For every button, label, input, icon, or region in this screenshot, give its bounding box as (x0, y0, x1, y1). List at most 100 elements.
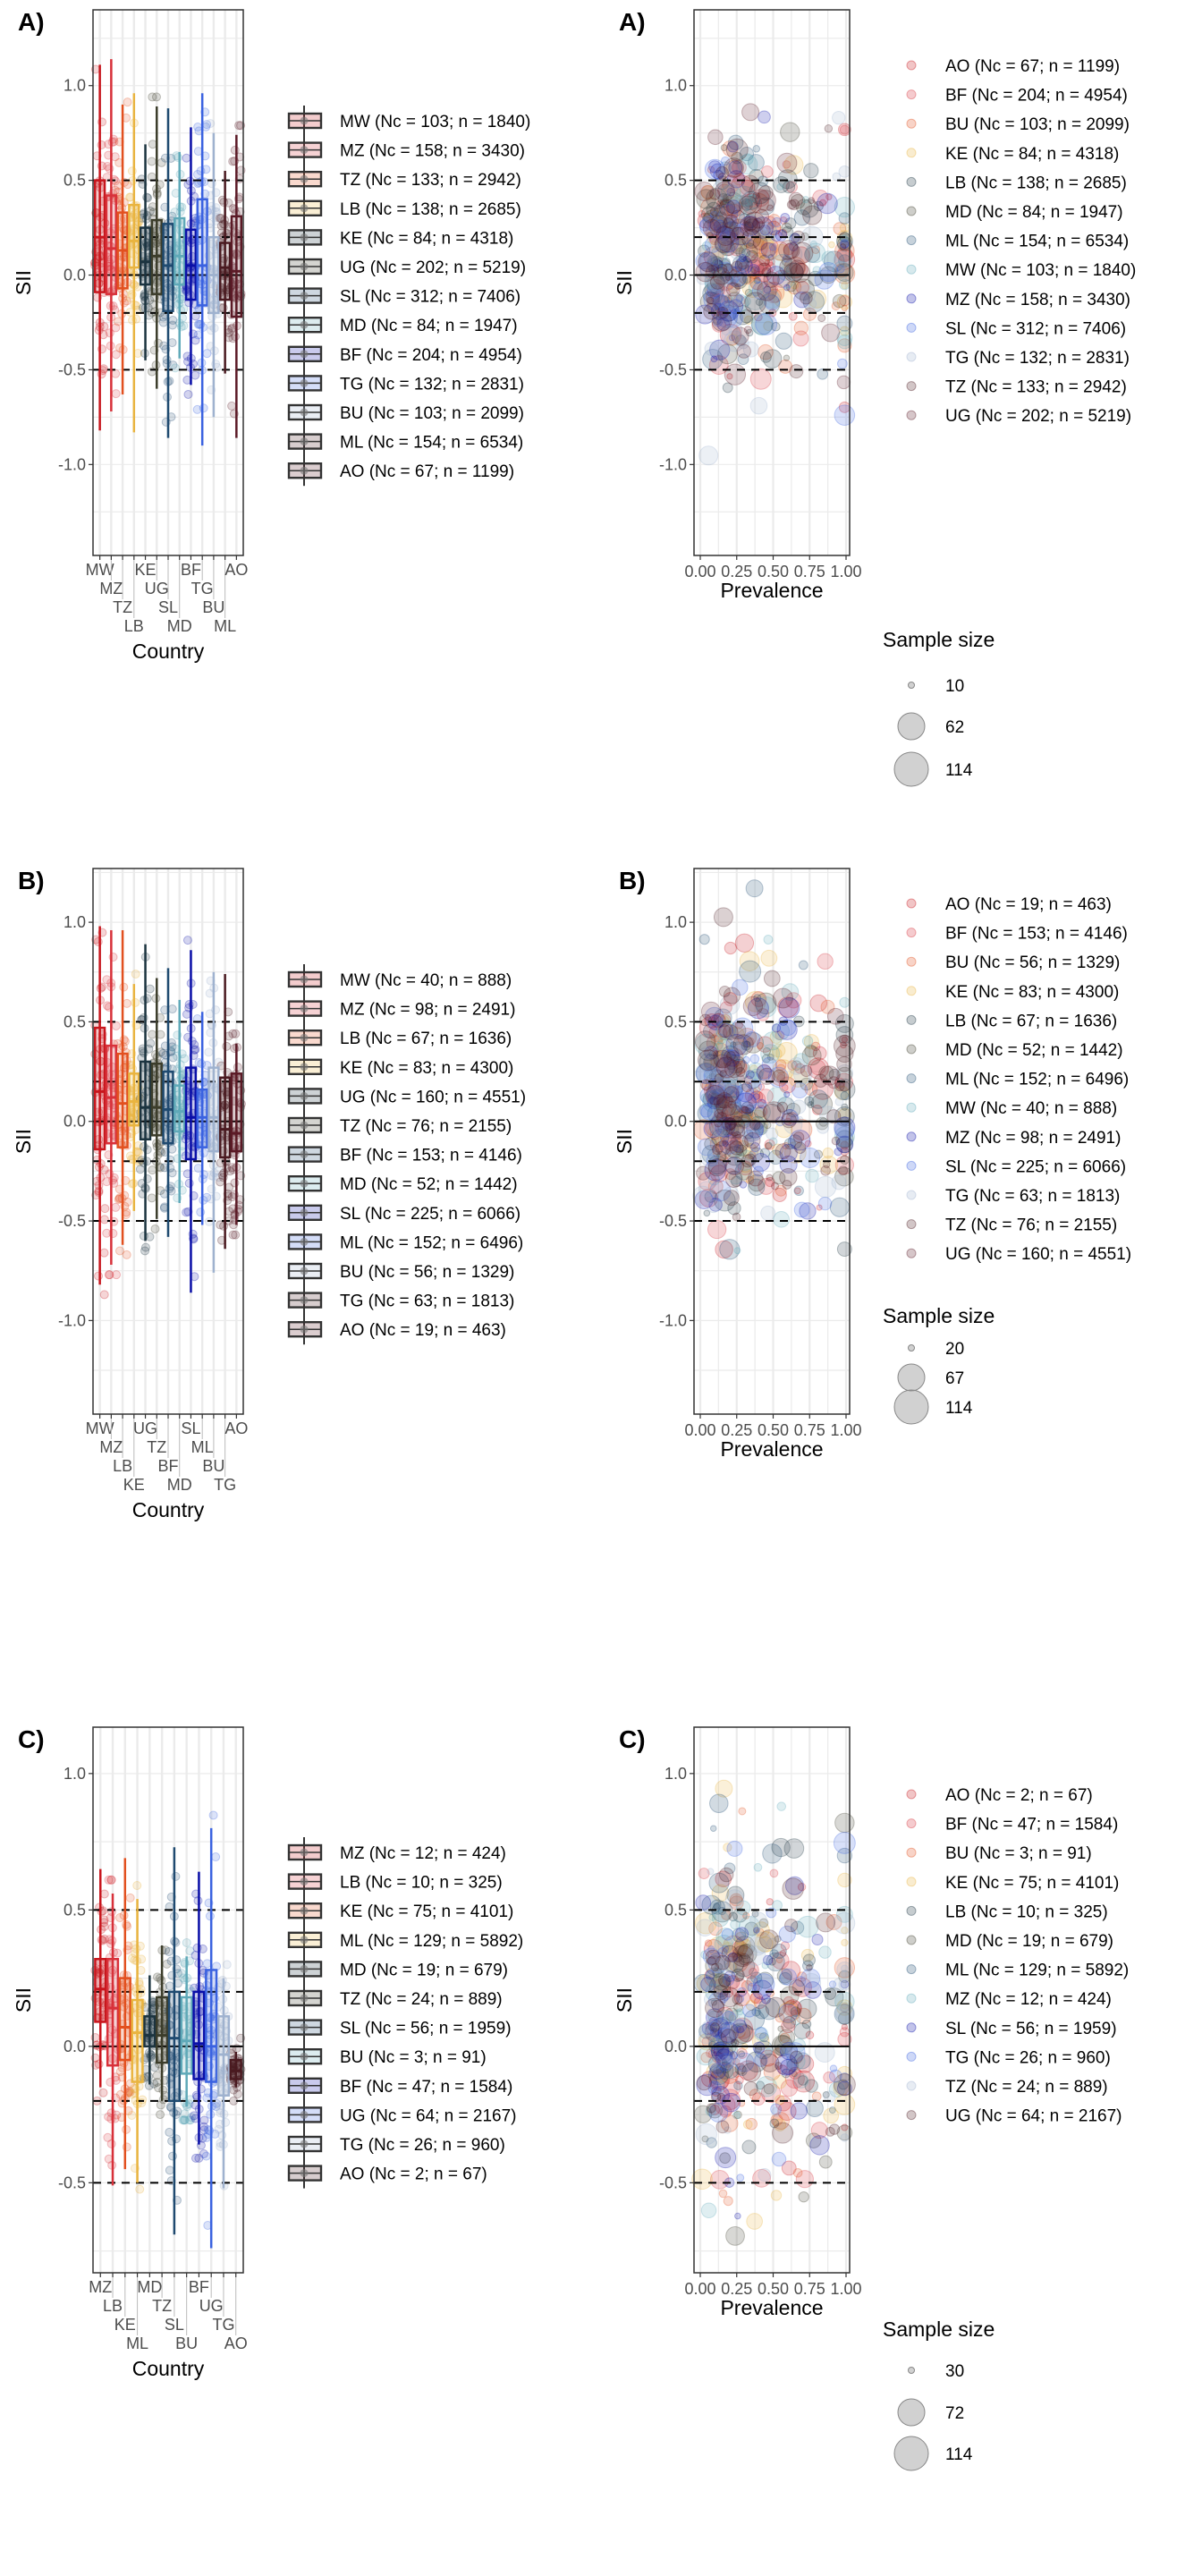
x-tick-label: TZ (152, 2297, 172, 2315)
y-tick-label: 0.0 (63, 2038, 86, 2055)
y-tick-label: 1.0 (664, 913, 687, 931)
legend-item: SL (Nc = 56; n = 1959) (287, 2012, 512, 2043)
legend-key-point (300, 2081, 309, 2090)
legend-item: MD (Nc = 52; n = 1442) (287, 1168, 518, 1199)
bubble-point (753, 1862, 763, 1872)
legend-label: SL (Nc = 312; n = 7406) (340, 288, 521, 307)
y-tick-label: 1.0 (63, 913, 86, 931)
legend: AO (Nc = 2; n = 67) BF (Nc = 47; n = 1584… (906, 1786, 1129, 2126)
legend-label: KE (Nc = 75; n = 4101) (945, 1874, 1119, 1893)
legend-item: ML (Nc = 129; n = 5892) (906, 1962, 1129, 1980)
bubble-point (771, 1023, 782, 1033)
jitter-point (111, 1202, 121, 1212)
y-axis-title: SII (12, 1129, 35, 1154)
legend-label: MZ (Nc = 12; n = 424) (945, 1990, 1112, 2009)
legend-key-point (300, 1267, 309, 1275)
legend-key-point (906, 89, 917, 100)
box-lb (106, 1958, 120, 2067)
legend-item: TG (Nc = 132; n = 2831) (287, 368, 524, 399)
bubble-point (715, 181, 735, 202)
bubble-point (833, 1911, 856, 1935)
bubble-point (798, 960, 808, 970)
bubble-point (821, 323, 841, 343)
legend-item: TG (Nc = 26; n = 960) (287, 2129, 505, 2159)
legend-label: MD (Nc = 52; n = 1442) (945, 1041, 1123, 1060)
size-legend-title: Sample size (883, 2318, 995, 2341)
box-bf (192, 1990, 206, 2080)
size-legend-title: Sample size (883, 628, 995, 651)
bubble-point (831, 1136, 841, 1146)
legend-item: MD (Nc = 84; n = 1947) (906, 203, 1123, 222)
size-legend-label: 10 (945, 677, 964, 696)
legend-key-point (906, 928, 917, 938)
legend-item: BF (Nc = 153; n = 4146) (906, 925, 1128, 944)
legend-label: ML (Nc = 152; n = 6496) (340, 1233, 523, 1252)
bubble-point (724, 363, 747, 386)
jitter-point (127, 316, 137, 326)
legend: AO (Nc = 19; n = 463) BF (Nc = 153; n = 4… (906, 895, 1131, 1264)
legend-item: MD (Nc = 52; n = 1442) (906, 1041, 1123, 1060)
x-tick-label: 0.50 (758, 1421, 789, 1439)
bubble-point (749, 396, 768, 415)
bubble-point (835, 2004, 854, 2023)
bubble-point (732, 2111, 741, 2120)
size-legend-label: 114 (945, 1399, 973, 1418)
legend-item: MZ (Nc = 98; n = 2491) (906, 1129, 1121, 1148)
box-ug (139, 1060, 152, 1141)
panel-label: B) (619, 867, 646, 894)
bubble-point (694, 1030, 716, 1052)
bubble-point (709, 207, 719, 216)
bubble-point (772, 987, 793, 1009)
bubble-point (805, 1168, 819, 1183)
legend-label: TZ (Nc = 133; n = 2942) (945, 378, 1127, 397)
legend-key-point (906, 381, 917, 392)
legend-label: SL (Nc = 225; n = 6066) (945, 1157, 1126, 1176)
size-legend-bubble (893, 1389, 929, 1425)
bubble-point (762, 1843, 783, 1864)
scatter-panel-c: C) -0.5 0.0 0.5 1.0 0.00 0.25 0.50 0.75 1.00 Preva… (613, 1725, 1129, 2471)
x-tick-label: BF (157, 1457, 178, 1475)
bubble-point (742, 996, 764, 1017)
bubble-point (780, 212, 791, 223)
bubble-point (734, 1972, 744, 1982)
legend-label: MZ (Nc = 12; n = 424) (340, 1844, 506, 1863)
bubble-point (771, 2151, 787, 2167)
box-tz (150, 1062, 163, 1137)
jitter-point (196, 166, 206, 176)
box-bu (207, 1066, 220, 1153)
bubble-point (792, 1131, 805, 1143)
size-legend-bubble (908, 1344, 915, 1352)
legend-item: MZ (Nc = 158; n = 3430) (906, 291, 1130, 309)
legend-key-point (906, 1248, 917, 1258)
legend-key-point (906, 1877, 917, 1887)
bubble-point (691, 2168, 713, 2190)
jitter-point (139, 1231, 148, 1241)
size-legend-label: 62 (945, 718, 964, 737)
box-bu (180, 1996, 193, 2075)
bubble-point (706, 296, 715, 305)
bubble-point (746, 2213, 763, 2230)
legend-key-point (300, 146, 309, 155)
bubble-point (766, 1127, 779, 1140)
box-ao (230, 215, 243, 318)
x-tick-label: ML (126, 2334, 148, 2352)
legend-key-point (300, 1848, 309, 1857)
x-tick-label: 0.75 (794, 563, 825, 580)
jitter-point (152, 2078, 162, 2088)
legend-key-point (906, 986, 917, 996)
jitter-point (131, 1125, 140, 1135)
bubble-point (793, 1201, 810, 1218)
jitter-point (123, 97, 132, 107)
legend-item: UG (Nc = 64; n = 2167) (906, 2107, 1122, 2126)
jitter-point (202, 1959, 212, 1969)
legend-label: LB (Nc = 67; n = 1636) (340, 1030, 512, 1048)
bubble-point (714, 1118, 723, 1128)
bubble-point (731, 260, 743, 273)
x-tick-label: 0.00 (684, 1421, 715, 1439)
jitter-point (139, 1141, 148, 1151)
bubble-point (788, 199, 800, 211)
y-tick-label: -0.5 (659, 360, 687, 378)
bubble-point (725, 2225, 745, 2246)
box-tz (156, 1996, 169, 2064)
